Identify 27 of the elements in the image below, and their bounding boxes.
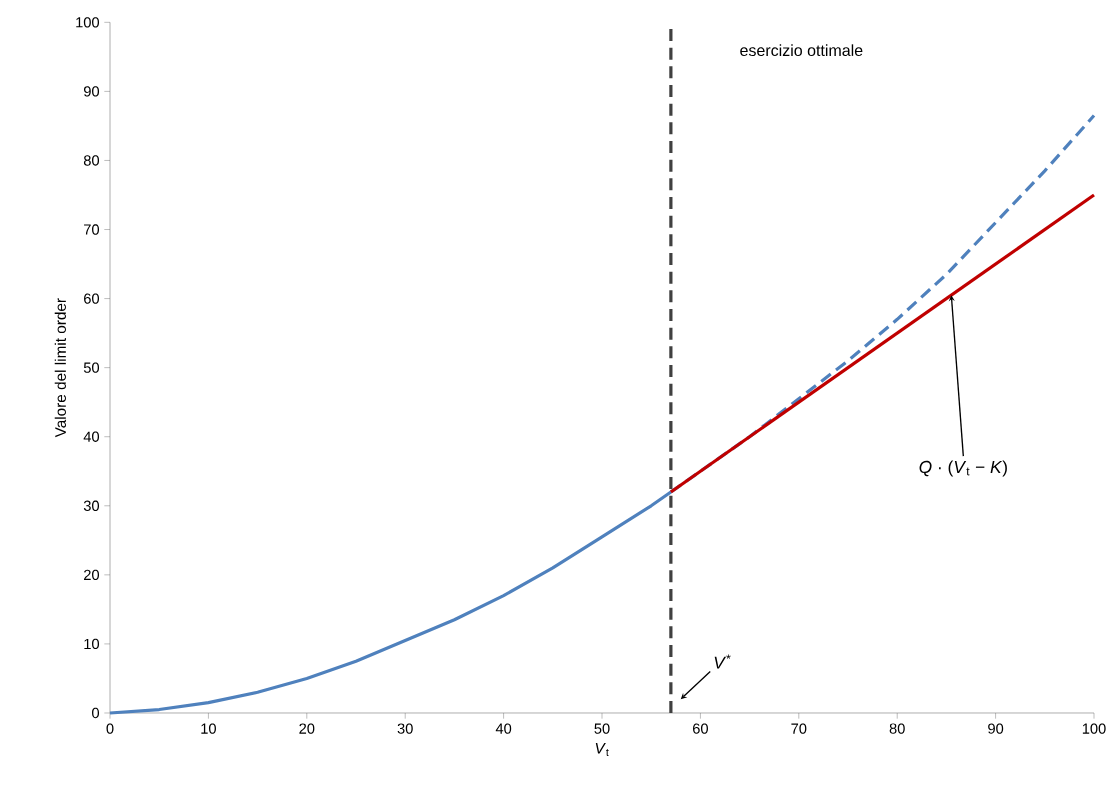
y-tick-label: 50 [83,362,100,373]
x-tick-label: 100 [1082,723,1106,734]
y-tick-label: 20 [84,569,100,581]
x-axis-title: V$_{t}$ [595,742,609,756]
x-tick-label: 80 [889,723,905,734]
x-tick-label: 70 [791,723,807,734]
y-tick-label: 100 [76,17,100,28]
y-axis-title: Valore del limit order [54,298,66,438]
x-tick-label: 50 [594,723,610,734]
annotation: esercizio ottimale [740,44,863,57]
y-tick-label: 70 [84,224,100,235]
x-tick-label: 40 [495,723,512,734]
y-tick-label: 90 [83,86,100,97]
y-tick-label: 30 [83,500,100,511]
x-tick-label: 10 [201,723,216,734]
annotation: V$^{*}$ [714,654,731,669]
y-tick-label: 60 [84,293,100,304]
y-tick-label: 10 [84,638,100,650]
y-tick-label: 80 [83,155,100,166]
y-tick-label: 40 [83,431,100,442]
annotation: Q · (V$_{t}$ − K) [919,460,1007,477]
x-tick-label: 60 [693,723,708,734]
x-tick-label: 20 [299,723,315,734]
x-tick-label: 30 [397,723,413,734]
x-tick-label: 90 [988,723,1004,734]
y-tick-label: 0 [92,707,100,719]
x-tick-label: 0 [106,723,114,734]
